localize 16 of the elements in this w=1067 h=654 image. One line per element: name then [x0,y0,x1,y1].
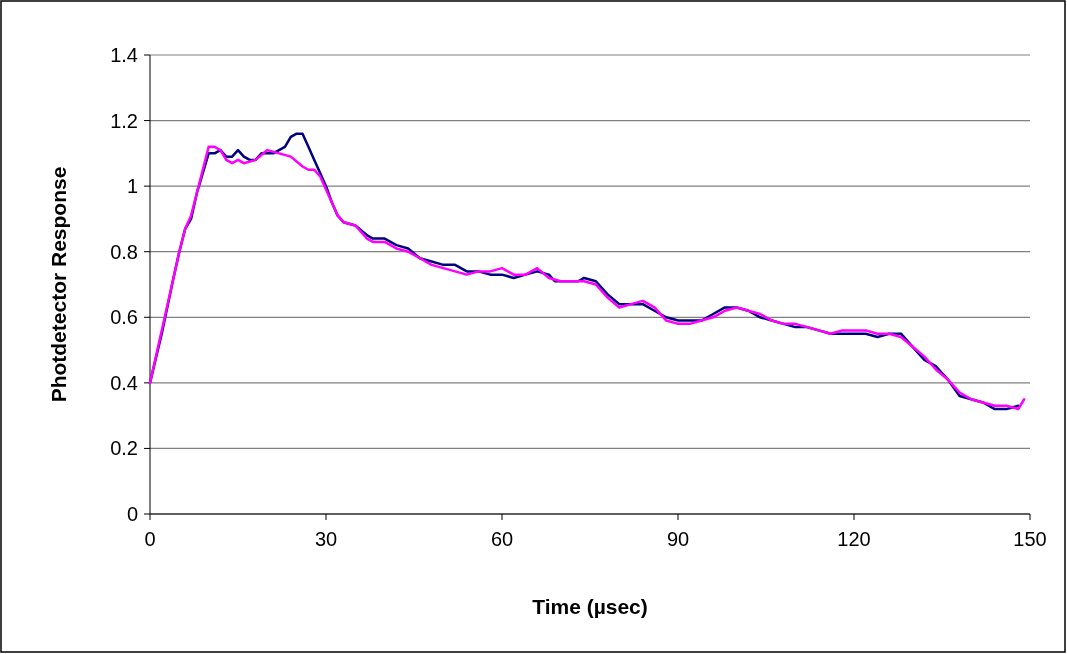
y-tick-label: 0.6 [110,306,138,329]
y-tick-label: 1 [126,175,138,198]
y-tick-label: 0.8 [110,240,138,263]
y-tick-label: 1.4 [110,44,138,66]
x-tick-label: 30 [314,528,338,550]
y-tick-label: 0.2 [110,437,138,460]
y-tick-label: 0.4 [110,371,138,394]
y-tick-label: 1.2 [110,109,138,132]
x-tick-label: 0 [144,528,156,550]
y-tick-label: 0 [126,503,138,525]
x-tick-label: 90 [666,528,690,550]
x-tick-label: 120 [837,528,871,550]
y-axis-title: Photdetector Response [47,166,70,403]
x-tick-label: 60 [490,528,514,550]
x-tick-label: 150 [1013,528,1047,550]
x-axis-title: Time (µsec) [532,595,648,618]
